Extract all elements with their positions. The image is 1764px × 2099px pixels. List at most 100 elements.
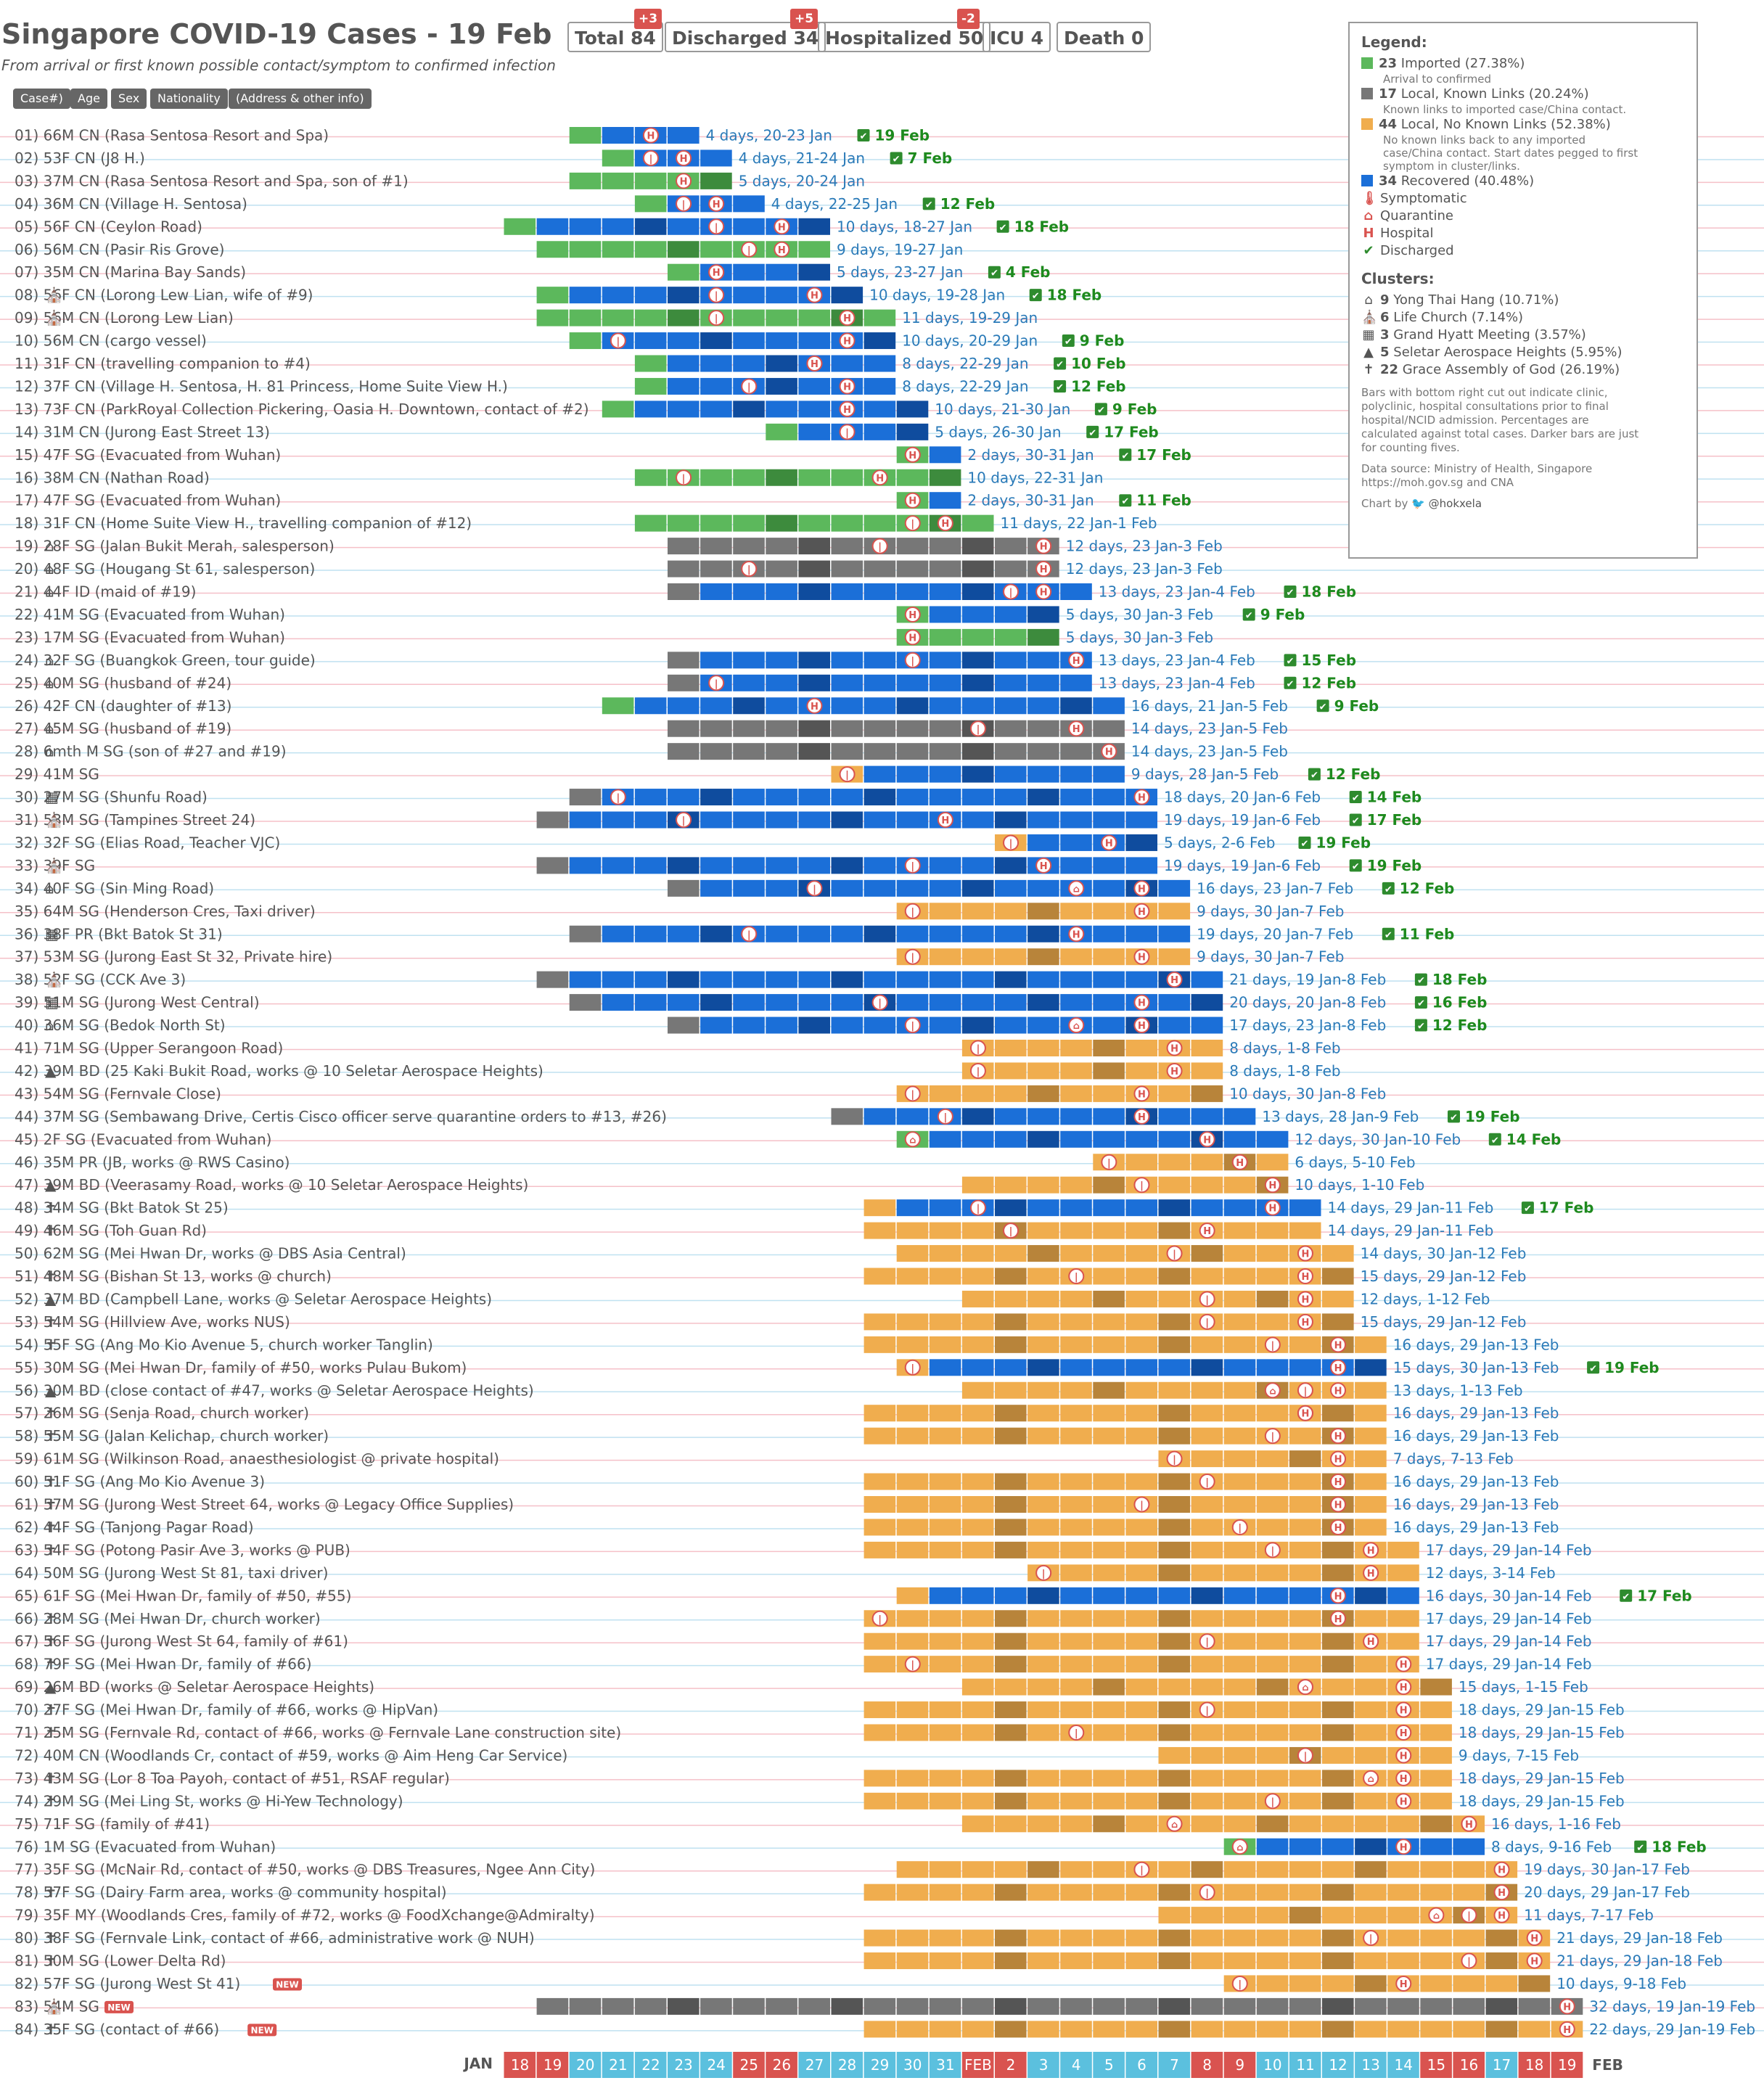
case-label[interactable]: 48) 34M SG (Bkt Batok St 25): [15, 1199, 229, 1217]
case-label[interactable]: 12) 37F CN (Village H. Sentosa, H. 81 Pr…: [15, 377, 508, 395]
case-label[interactable]: 31) 53M SG (Tampines Street 24): [15, 811, 255, 829]
header-sex[interactable]: Sex: [111, 89, 147, 109]
case-label[interactable]: 69) 26M BD (works @ Seletar Aerospace He…: [15, 1678, 374, 1696]
case-label[interactable]: 17) 47F SG (Evacuated from Wuhan): [15, 492, 281, 509]
case-label[interactable]: 03) 37M CN (Rasa Sentosa Resort and Spa,…: [15, 172, 409, 189]
case-day-bar: [1158, 1359, 1191, 1376]
header-case-number[interactable]: Case#): [13, 89, 70, 109]
hospital-icon: H: [1072, 724, 1080, 735]
case-label[interactable]: 76) 1M SG (Evacuated from Wuhan): [15, 1838, 276, 1855]
case-label[interactable]: 28) 6mth M SG (son of #27 and #19): [15, 743, 287, 760]
case-label[interactable]: 46) 35M PR (JB, works @ RWS Casino): [15, 1154, 290, 1171]
case-day-bar: [1125, 971, 1157, 988]
case-label[interactable]: 71) 25M SG (Fernvale Rd, contact of #66,…: [15, 1724, 621, 1741]
case-label[interactable]: 01) 66M CN (Rasa Sentosa Resort and Spa): [15, 127, 329, 144]
case-label[interactable]: 56) 30M BD (close contact of #47, works …: [15, 1381, 534, 1399]
case-label[interactable]: 79) 35F MY (Woodlands Cres, family of #7…: [15, 1907, 595, 1924]
case-label[interactable]: 39) 51M SG (Jurong West Central): [15, 994, 260, 1011]
case-label[interactable]: 83) 54M SG: [15, 1997, 99, 2015]
case-label[interactable]: 33) 39F SG: [15, 857, 95, 874]
case-label[interactable]: 73) 43M SG (Lor 8 Toa Payoh, contact of …: [15, 1770, 450, 1787]
symptomatic-icon: |: [1271, 1340, 1274, 1351]
case-label[interactable]: 23) 17M SG (Evacuated from Wuhan): [15, 628, 285, 646]
case-label[interactable]: 22) 41M SG (Evacuated from Wuhan): [15, 606, 285, 623]
case-label[interactable]: 34) 40F SG (Sin Ming Road): [15, 879, 214, 897]
case-label[interactable]: 44) 37M SG (Sembawang Drive, Certis Cisc…: [15, 1108, 667, 1125]
case-label[interactable]: 26) 42F CN (daughter of #13): [15, 697, 231, 715]
case-label[interactable]: 41) 71M SG (Upper Serangoon Road): [15, 1040, 283, 1057]
case-label[interactable]: 75) 71F SG (family of #41): [15, 1815, 210, 1833]
case-label[interactable]: 61) 57M SG (Jurong West Street 64, works…: [15, 1496, 514, 1513]
case-label[interactable]: 52) 37M BD (Campbell Lane, works @ Selet…: [15, 1290, 492, 1307]
case-label[interactable]: 82) 57F SG (Jurong West St 41): [15, 1975, 240, 1992]
case-label[interactable]: 24) 32F SG (Buangkok Green, tour guide): [15, 652, 316, 669]
case-label[interactable]: 40) 36M SG (Bedok North St): [15, 1016, 226, 1034]
case-label[interactable]: 15) 47F SG (Evacuated from Wuhan): [15, 446, 281, 464]
case-label[interactable]: 59) 61M SG (Wilkinson Road, anaesthesiol…: [15, 1450, 499, 1468]
case-label[interactable]: 70) 27F SG (Mei Hwan Dr, family of #66, …: [15, 1701, 438, 1719]
header-nationality[interactable]: Nationality: [150, 89, 228, 109]
case-label[interactable]: 21) 44F ID (maid of #19): [15, 583, 196, 601]
case-label[interactable]: 10) 56M CN (cargo vessel): [15, 332, 207, 350]
discharged-icon: [996, 220, 1009, 233]
case-label[interactable]: 25) 40M SG (husband of #24): [15, 674, 231, 691]
case-label[interactable]: 80) 38F SG (Fernvale Link, contact of #6…: [15, 1929, 535, 1947]
case-label[interactable]: 20) 48F SG (Hougang St 61, salesperson): [15, 560, 315, 578]
case-label[interactable]: 65) 61F SG (Mei Hwan Dr, family of #50, …: [15, 1587, 351, 1604]
case-label[interactable]: 07) 35M CN (Marina Bay Sands): [15, 263, 246, 281]
case-day-bar: [1289, 1884, 1321, 1901]
case-label[interactable]: 51) 48M SG (Bishan St 13, works @ church…: [15, 1268, 332, 1285]
case-label[interactable]: 72) 40M CN (Woodlands Cr, contact of #59…: [15, 1746, 567, 1764]
case-label[interactable]: 06) 56M CN (Pasir Ris Grove): [15, 241, 224, 258]
case-label[interactable]: 57) 26M SG (Senja Road, church worker): [15, 1405, 309, 1422]
case-label[interactable]: 53) 54M SG (Hillview Ave, works NUS): [15, 1313, 290, 1331]
case-label[interactable]: 63) 54F SG (Potong Pasir Ave 3, works @ …: [15, 1541, 350, 1558]
case-label[interactable]: 08) 56F CN (Lorong Lew Lian, wife of #9): [15, 287, 313, 304]
case-label[interactable]: 09) 56M CN (Lorong Lew Lian): [15, 309, 234, 326]
case-label[interactable]: 81) 50M SG (Lower Delta Rd): [15, 1952, 226, 1970]
case-label[interactable]: 58) 55M SG (Jalan Kelichap, church worke…: [15, 1427, 329, 1445]
case-label[interactable]: 78) 57F SG (Dairy Farm area, works @ com…: [15, 1884, 447, 1901]
case-label[interactable]: 16) 38M CN (Nathan Road): [15, 469, 210, 486]
case-day-bar: [1453, 1997, 1485, 2015]
case-label[interactable]: 27) 45M SG (husband of #19): [15, 720, 231, 737]
case-label[interactable]: 62) 44F SG (Tanjong Pagar Road): [15, 1519, 254, 1536]
case-label[interactable]: 37) 53M SG (Jurong East St 32, Private h…: [15, 948, 332, 966]
case-label[interactable]: 11) 31F CN (travelling companion to #4): [15, 355, 311, 372]
case-label[interactable]: 38) 52F SG (CCK Ave 3): [15, 971, 186, 988]
case-label[interactable]: 66) 28M SG (Mei Hwan Dr, church worker): [15, 1610, 321, 1627]
case-day-bar: [995, 1405, 1027, 1422]
case-label[interactable]: 55) 30M SG (Mei Hwan Dr, family of #50, …: [15, 1359, 467, 1376]
case-label[interactable]: 68) 79F SG (Mei Hwan Dr, family of #66): [15, 1656, 312, 1673]
discharged-icon: [1054, 357, 1067, 370]
case-label[interactable]: 19) 28F SG (Jalan Bukit Merah, salespers…: [15, 538, 335, 555]
twitter-handle-link[interactable]: @hokxela: [1428, 497, 1482, 510]
case-label[interactable]: 64) 50M SG (Jurong West St 81, taxi driv…: [15, 1564, 328, 1582]
case-label[interactable]: 77) 35F SG (McNair Rd, contact of #50, w…: [15, 1861, 595, 1878]
case-label[interactable]: 04) 36M CN (Village H. Sentosa): [15, 195, 247, 213]
case-label[interactable]: 54) 55F SG (Ang Mo Kio Avenue 5, church …: [15, 1336, 433, 1353]
case-label[interactable]: 05) 56F CN (Ceylon Road): [15, 218, 202, 235]
case-label[interactable]: 42) 39M BD (25 Kaki Bukit Road, works @ …: [15, 1062, 543, 1080]
case-label[interactable]: 84) 35F SG (contact of #66): [15, 2021, 219, 2038]
header-age[interactable]: Age: [70, 89, 107, 109]
case-label[interactable]: 49) 46M SG (Toh Guan Rd): [15, 1222, 207, 1239]
case-label[interactable]: 74) 29M SG (Mei Ling St, works @ Hi-Yew …: [15, 1792, 403, 1810]
case-label[interactable]: 18) 31F CN (Home Suite View H., travelli…: [15, 514, 472, 532]
case-label[interactable]: 02) 53F CN (J8 H.): [15, 149, 145, 167]
case-label[interactable]: 43) 54M SG (Fernvale Close): [15, 1085, 221, 1102]
case-label[interactable]: 13) 73F CN (ParkRoyal Collection Pickeri…: [15, 401, 589, 418]
case-label[interactable]: 36) 38F PR (Bkt Batok St 31): [15, 925, 223, 942]
header-address[interactable]: (Address & other info): [229, 89, 372, 109]
case-label[interactable]: 47) 39M BD (Veerasamy Road, works @ 10 S…: [15, 1176, 528, 1194]
case-label[interactable]: 60) 51F SG (Ang Mo Kio Avenue 3): [15, 1473, 265, 1490]
case-label[interactable]: 30) 27M SG (Shunfu Road): [15, 789, 208, 806]
case-label[interactable]: 32) 32F SG (Elias Road, Teacher VJC): [15, 834, 280, 851]
case-label[interactable]: 29) 41M SG: [15, 765, 99, 783]
case-day-bar: [766, 377, 797, 395]
case-label[interactable]: 14) 31M CN (Jurong East Street 13): [15, 423, 270, 440]
case-label[interactable]: 67) 56F SG (Jurong West St 64, family of…: [15, 1632, 348, 1650]
case-label[interactable]: 50) 62M SG (Mei Hwan Dr, works @ DBS Asi…: [15, 1245, 406, 1262]
case-label[interactable]: 35) 64M SG (Henderson Cres, Taxi driver): [15, 903, 316, 920]
case-label[interactable]: 45) 2F SG (Evacuated from Wuhan): [15, 1130, 271, 1148]
